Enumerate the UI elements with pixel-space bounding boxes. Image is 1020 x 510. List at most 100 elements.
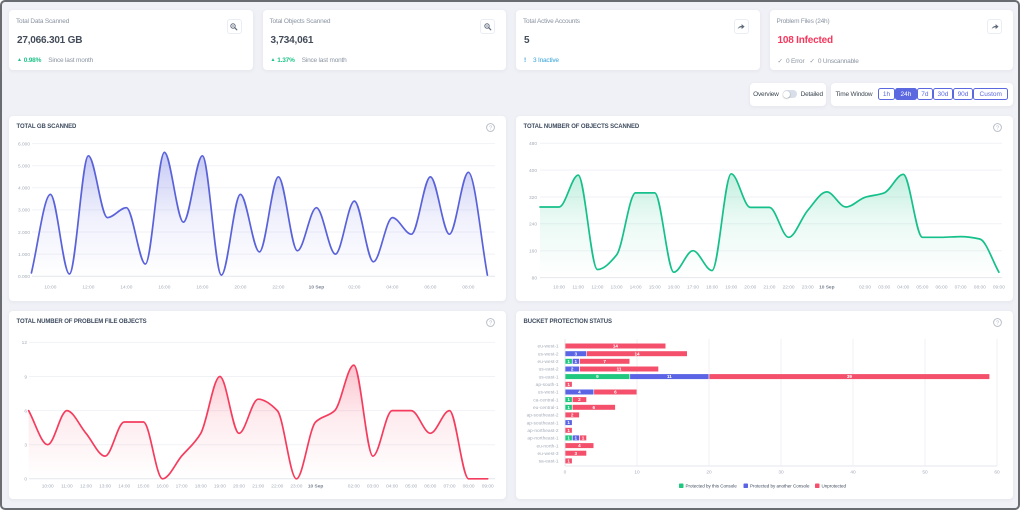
svg-text:04:00: 04:00 (897, 285, 909, 291)
svg-text:12:00: 12:00 (591, 285, 603, 291)
svg-text:06:00: 06:00 (935, 285, 947, 291)
svg-text:03:00: 03:00 (367, 484, 379, 490)
svg-text:ap-southeast-2: ap-southeast-2 (527, 413, 559, 419)
svg-text:480: 480 (529, 141, 537, 147)
svg-text:12:00: 12:00 (82, 285, 94, 291)
svg-text:07:00: 07:00 (955, 285, 967, 291)
svg-text:14: 14 (613, 344, 619, 349)
svg-text:10 Sep: 10 Sep (819, 285, 835, 291)
svg-text:13:00: 13:00 (99, 484, 111, 490)
svg-text:20:00: 20:00 (233, 484, 245, 490)
svg-text:14: 14 (634, 351, 640, 356)
svg-text:1: 1 (567, 359, 570, 364)
svg-text:2: 2 (571, 367, 574, 372)
svg-text:Protected by another Console: Protected by another Console (750, 484, 810, 489)
svg-text:6: 6 (593, 405, 596, 410)
svg-text:02:00: 02:00 (348, 484, 360, 490)
svg-text:12:00: 12:00 (80, 484, 92, 490)
svg-text:02:00: 02:00 (348, 285, 360, 291)
svg-text:23:00: 23:00 (290, 484, 302, 490)
svg-text:09:00: 09:00 (482, 484, 494, 490)
svg-text:10: 10 (634, 470, 640, 476)
svg-text:10:00: 10:00 (553, 285, 565, 291)
svg-text:39: 39 (847, 374, 853, 379)
svg-text:6: 6 (24, 408, 27, 414)
svg-text:Protected by this Console: Protected by this Console (686, 484, 738, 489)
svg-text:18:00: 18:00 (706, 285, 718, 291)
svg-text:19:00: 19:00 (214, 484, 226, 490)
svg-text:1: 1 (582, 436, 585, 441)
svg-text:?: ? (489, 125, 492, 131)
svg-text:16:00: 16:00 (156, 484, 168, 490)
svg-text:?: ? (996, 320, 999, 326)
svg-text:15:00: 15:00 (137, 484, 149, 490)
svg-text:16:00: 16:00 (158, 285, 170, 291)
svg-text:11:00: 11:00 (572, 285, 584, 291)
svg-text:10:00: 10:00 (44, 285, 56, 291)
svg-text:3: 3 (575, 351, 578, 356)
svg-text:08:00: 08:00 (463, 484, 475, 490)
svg-text:9: 9 (24, 374, 27, 380)
svg-text:12: 12 (22, 340, 28, 346)
svg-text:eu-west-2: eu-west-2 (538, 359, 559, 365)
svg-text:1: 1 (567, 459, 570, 464)
svg-text:17:00: 17:00 (687, 285, 699, 291)
svg-text:23:00: 23:00 (802, 285, 814, 291)
svg-text:3: 3 (575, 451, 578, 456)
svg-text:0: 0 (24, 477, 27, 483)
svg-text:1: 1 (575, 436, 578, 441)
svg-text:0: 0 (564, 470, 567, 476)
svg-text:1: 1 (567, 436, 570, 441)
svg-text:1: 1 (567, 382, 570, 387)
svg-text:14:00: 14:00 (120, 285, 132, 291)
svg-text:60: 60 (994, 470, 1000, 476)
svg-text:2: 2 (571, 413, 574, 418)
svg-text:11: 11 (617, 367, 622, 372)
svg-text:us-east-1: us-east-1 (539, 374, 559, 380)
svg-text:240: 240 (529, 222, 537, 228)
svg-text:05:00: 05:00 (916, 285, 928, 291)
svg-text:05:00: 05:00 (405, 484, 417, 490)
svg-text:6: 6 (614, 390, 617, 395)
svg-text:06:00: 06:00 (424, 285, 436, 291)
svg-text:0.000: 0.000 (18, 274, 30, 280)
svg-text:eu-west-1: eu-west-1 (538, 344, 559, 350)
svg-text:4.000: 4.000 (18, 186, 30, 192)
svg-text:21:00: 21:00 (252, 484, 264, 490)
svg-text:17:00: 17:00 (176, 484, 188, 490)
svg-text:1: 1 (567, 420, 570, 425)
svg-text:400: 400 (529, 168, 537, 174)
svg-text:ap-southeast-1: ap-southeast-1 (527, 420, 559, 426)
svg-text:07:00: 07:00 (443, 484, 455, 490)
svg-text:14:00: 14:00 (630, 285, 642, 291)
svg-text:20:00: 20:00 (744, 285, 756, 291)
svg-text:22:00: 22:00 (271, 484, 283, 490)
svg-text:10 Sep: 10 Sep (308, 484, 324, 490)
svg-text:sa-east-1: sa-east-1 (539, 459, 559, 465)
svg-text:50: 50 (922, 470, 928, 476)
svg-text:5.000: 5.000 (18, 164, 30, 170)
svg-text:7: 7 (603, 359, 606, 364)
svg-text:4: 4 (578, 443, 581, 448)
svg-text:4: 4 (578, 390, 581, 395)
svg-text:?: ? (489, 320, 492, 326)
svg-text:us-east-2: us-east-2 (539, 367, 559, 373)
svg-text:ca-central-1: ca-central-1 (533, 397, 559, 403)
svg-text:20:00: 20:00 (234, 285, 246, 291)
svg-text:10 Sep: 10 Sep (309, 285, 325, 291)
svg-text:08:00: 08:00 (974, 285, 986, 291)
svg-text:2: 2 (578, 397, 581, 402)
svg-text:11: 11 (667, 374, 672, 379)
svg-text:eu-north-1: eu-north-1 (536, 443, 558, 449)
svg-text:04:00: 04:00 (386, 285, 398, 291)
svg-text:3: 3 (24, 443, 27, 449)
svg-text:80: 80 (532, 275, 538, 281)
svg-text:1.000: 1.000 (18, 252, 30, 258)
svg-text:06:00: 06:00 (424, 484, 436, 490)
svg-text:ap-south-1: ap-south-1 (536, 382, 559, 388)
svg-text:2.000: 2.000 (18, 230, 30, 236)
svg-text:02:00: 02:00 (859, 285, 871, 291)
svg-text:6.000: 6.000 (18, 141, 30, 147)
svg-text:18:00: 18:00 (195, 484, 207, 490)
svg-text:13:00: 13:00 (610, 285, 622, 291)
